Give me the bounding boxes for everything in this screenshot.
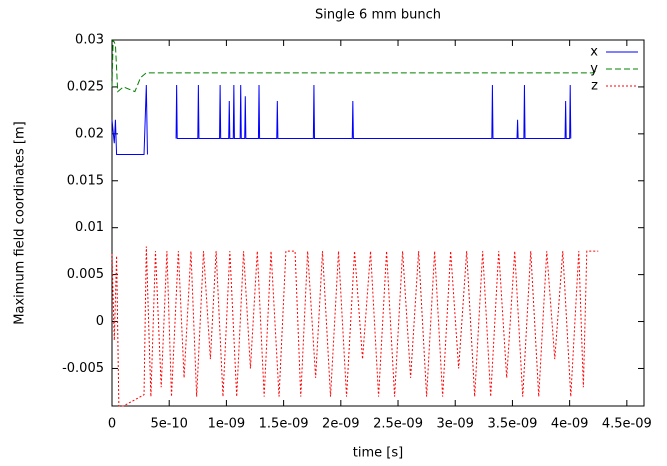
y-tick-label: -0.005 [62, 361, 104, 376]
x-tick-label: 2.5e-09 [373, 417, 423, 432]
legend-label: x [590, 45, 598, 60]
y-tick-label: 0.03 [75, 33, 104, 48]
series-line [111, 85, 572, 155]
y-tick-label: 0.015 [67, 173, 104, 188]
x-tick-label: 3.5e-09 [487, 417, 537, 432]
x-tick-label: 1e-09 [208, 417, 246, 432]
y-tick-label: 0.025 [67, 79, 104, 94]
y-tick-label: 0.005 [67, 267, 104, 282]
plot-frame [111, 39, 645, 407]
x-tick-label: 1.5e-09 [259, 417, 309, 432]
legend-label: y [590, 62, 598, 77]
x-tick-label: 0 [108, 417, 116, 432]
y-axis-label: Maximum field coordinates [m] [13, 121, 28, 324]
x-tick-label: 3e-09 [436, 417, 474, 432]
x-tick-label: 2e-09 [322, 417, 360, 432]
x-tick-label: 4.5e-09 [602, 417, 652, 432]
series-line [111, 39, 597, 93]
x-tick-label: 4e-09 [551, 417, 589, 432]
y-tick-label: 0 [96, 314, 104, 329]
x-axis-label: time [s] [353, 446, 403, 461]
legend-label: z [591, 79, 598, 94]
y-tick-label: 0.01 [75, 220, 104, 235]
series-line [111, 246, 599, 407]
x-tick-label: 5e-10 [150, 417, 188, 432]
y-tick-label: 0.02 [75, 126, 104, 141]
chart-title: Single 6 mm bunch [315, 8, 441, 23]
